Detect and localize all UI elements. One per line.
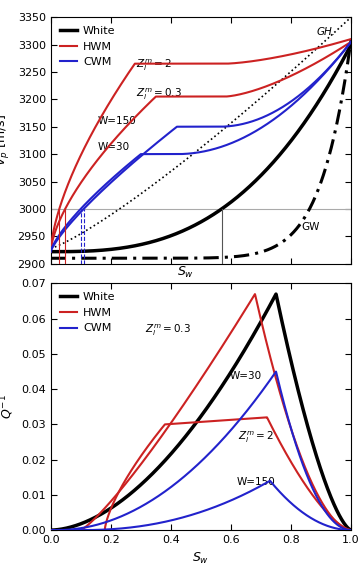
Text: $Z_l^m=0.3$: $Z_l^m=0.3$ <box>136 86 182 101</box>
Legend: White, HWM, CWM: White, HWM, CWM <box>56 23 119 71</box>
Text: GW: GW <box>302 222 320 232</box>
Text: W=150: W=150 <box>97 116 136 126</box>
Y-axis label: $Q^{-1}$: $Q^{-1}$ <box>0 394 16 419</box>
Y-axis label: $V_p$ [m/s]: $V_p$ [m/s] <box>0 115 12 166</box>
Text: $Z_l^m=2$: $Z_l^m=2$ <box>136 57 172 72</box>
Text: $Z_l^m=2$: $Z_l^m=2$ <box>239 430 274 445</box>
Text: $Z_l^m=0.3$: $Z_l^m=0.3$ <box>145 323 191 338</box>
X-axis label: $S_w$: $S_w$ <box>192 551 210 565</box>
Text: W=150: W=150 <box>237 477 276 487</box>
Text: W=30: W=30 <box>97 142 129 152</box>
Text: $S_w$: $S_w$ <box>177 265 194 280</box>
Legend: White, HWM, CWM: White, HWM, CWM <box>56 289 119 337</box>
Text: W=30: W=30 <box>230 370 262 381</box>
Text: GH.: GH. <box>317 27 336 36</box>
